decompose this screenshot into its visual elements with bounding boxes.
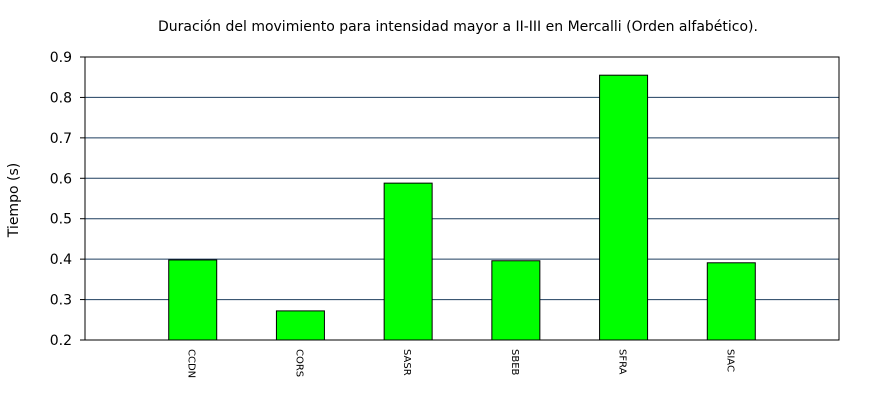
bar-ccdn <box>168 259 218 341</box>
x-tick-label: SIAC <box>724 349 735 372</box>
bar-sbeb <box>491 260 541 341</box>
plot-frame <box>84 56 840 341</box>
x-tick-label: SASR <box>401 349 412 376</box>
y-tick-label: 0.8 <box>50 90 72 106</box>
x-tick-label: CORS <box>293 349 304 377</box>
y-tick-label: 0.5 <box>50 212 72 228</box>
bar-sasr <box>383 182 433 341</box>
bars-layer <box>168 74 756 341</box>
y-tick-label: 0.4 <box>50 252 72 268</box>
x-tick-label: SFRA <box>617 349 628 375</box>
chart-title: Duración del movimiento para intensidad … <box>158 19 758 35</box>
y-tick-label: 0.2 <box>50 333 72 349</box>
x-tick-label: CCDN <box>186 349 197 378</box>
x-tick-label: SBEB <box>509 349 520 376</box>
y-tick-label: 0.6 <box>50 171 72 187</box>
bar-cors <box>275 310 325 341</box>
x-tick-labels: CCDN CORS SASR SBEB SFRA SIAC <box>186 349 736 378</box>
bar-sfra <box>599 74 649 341</box>
y-tick-labels: 0.2 0.3 0.4 0.5 0.6 0.7 0.8 0.9 <box>50 50 85 349</box>
y-tick-label: 0.7 <box>50 131 72 147</box>
y-axis-label: Tiempo (s) <box>6 163 22 238</box>
bar-siac <box>706 262 756 341</box>
y-tick-label: 0.9 <box>50 50 72 66</box>
y-tick-label: 0.3 <box>50 293 72 309</box>
